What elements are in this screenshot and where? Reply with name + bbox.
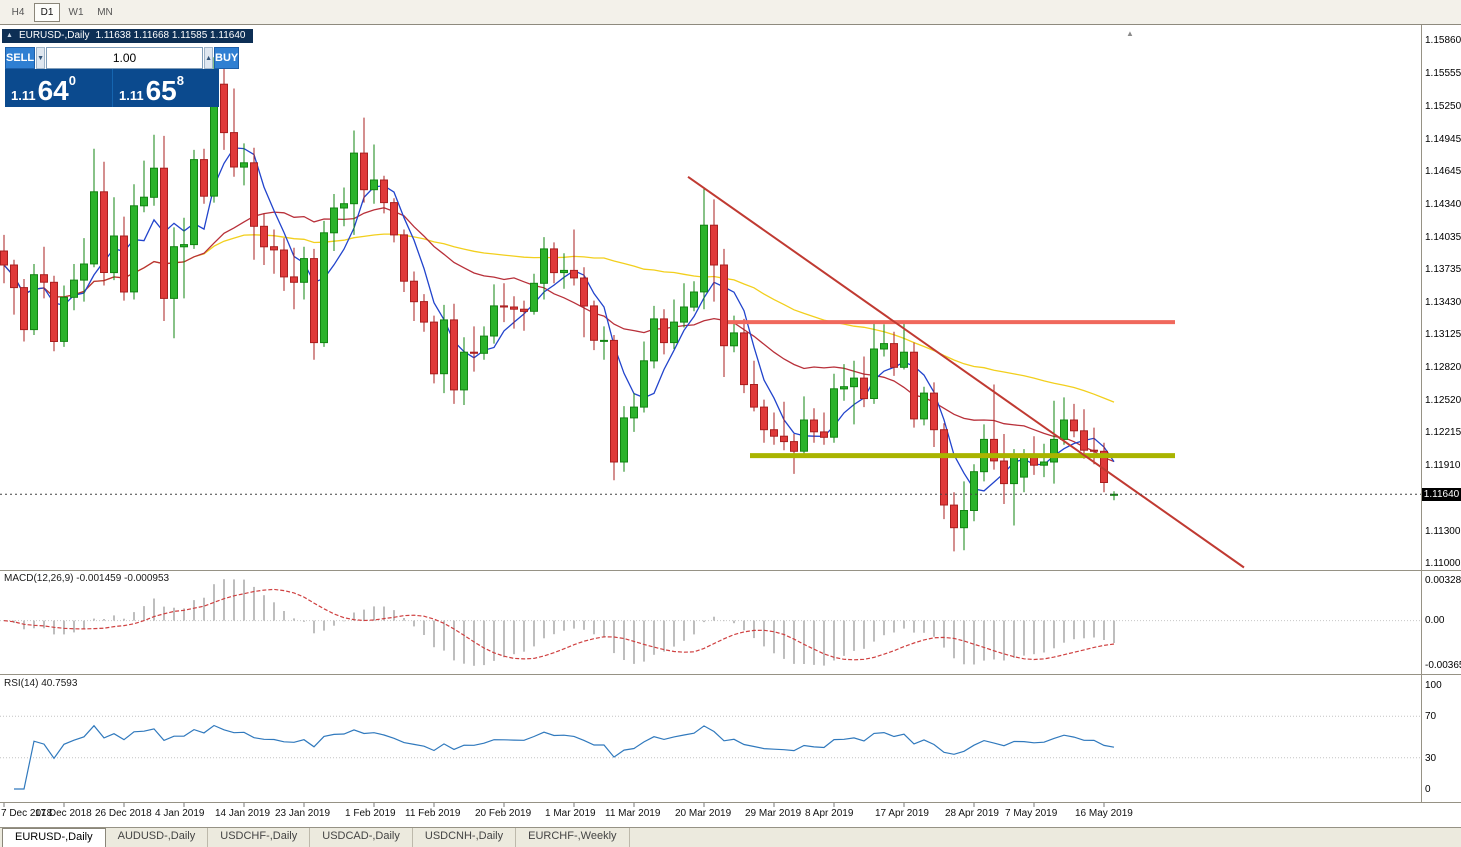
price-scale-label: 1.11910 — [1425, 460, 1461, 472]
time-axis-label: 4 Jan 2019 — [155, 808, 205, 819]
chevron-down-icon: ▼ — [37, 54, 45, 62]
macd-scale-label: -0.003659 — [1425, 660, 1461, 671]
time-axis-label: 7 May 2019 — [1005, 808, 1058, 819]
rsi-scale-label: 100 — [1425, 680, 1442, 691]
timeframe-toolbar: H4 D1 W1 MN — [0, 0, 1461, 25]
price-scale-label: 1.14945 — [1425, 133, 1461, 145]
timeframe-h4-button[interactable]: H4 — [5, 3, 31, 22]
volume-stepper-button[interactable]: ▲ — [204, 47, 213, 69]
time-axis-label: 28 Apr 2019 — [945, 808, 999, 819]
sell-button[interactable]: SELL — [5, 47, 36, 69]
tab-usdchf-daily[interactable]: USDCHF-,Daily — [208, 828, 311, 847]
time-axis-label: 20 Mar 2019 — [675, 808, 732, 819]
down-trendline[interactable] — [687, 175, 1245, 569]
chart-symbol-label: EURUSD-,Daily — [18, 30, 90, 41]
chart-shift-marker-icon[interactable]: ▲ — [1126, 29, 1134, 38]
volume-input[interactable] — [46, 47, 204, 69]
volume-dropdown-button[interactable]: ▼ — [36, 47, 46, 69]
trade-controls-row: SELL ▼ ▲ BUY — [5, 47, 240, 69]
price-scale-label: 1.15860 — [1425, 35, 1461, 47]
price-scale-label: 1.14645 — [1425, 165, 1461, 177]
sell-price-pips: 64 — [37, 74, 69, 106]
price-scale-label: 1.12520 — [1425, 394, 1461, 406]
price-chart-canvas[interactable] — [0, 25, 1421, 570]
time-axis[interactable]: 7 Dec 2018 17 Dec 2018 26 Dec 2018 4 Jan 20… — [0, 803, 1421, 827]
time-axis-label: 1 Feb 2019 — [345, 808, 396, 819]
price-scale-label: 1.13430 — [1425, 296, 1461, 308]
panel-separator — [0, 802, 1461, 803]
buy-price-prefix: 1.11 — [119, 87, 144, 103]
chart-ohlc-values: 1.11638 1.11668 1.11585 1.11640 — [95, 30, 246, 41]
timeframe-w1-button[interactable]: W1 — [63, 3, 89, 22]
tab-audusd-daily[interactable]: AUDUSD-,Daily — [106, 828, 209, 847]
tab-eurchf-weekly[interactable]: EURCHF-,Weekly — [516, 828, 630, 847]
chart-title-bar: ▲ EURUSD-,Daily 1.11638 1.11668 1.11585 … — [2, 29, 254, 43]
time-axis-ticks — [3, 803, 1105, 807]
rsi-indicator-label: RSI(14) 40.7593 — [4, 678, 78, 689]
buy-price-pips: 65 — [145, 74, 177, 106]
macd-histogram — [13, 579, 1115, 666]
tab-usdcad-daily[interactable]: USDCAD-,Daily — [310, 828, 413, 847]
rsi-scale-label: 70 — [1425, 711, 1437, 723]
macd-indicator-label: MACD(12,26,9) -0.001459 -0.000953 — [4, 573, 170, 584]
timeframe-d1-button[interactable]: D1 — [34, 2, 60, 22]
sell-price-prefix: 1.11 — [11, 87, 36, 103]
macd-scale-label: 0.00 — [1425, 614, 1445, 626]
candles-layer — [0, 55, 1118, 552]
price-scale-label: 1.12215 — [1425, 427, 1461, 439]
tab-usdcnh-daily[interactable]: USDCNH-,Daily — [413, 828, 517, 847]
time-axis-label: 11 Mar 2019 — [605, 808, 661, 819]
buy-button[interactable]: BUY — [214, 47, 240, 69]
rsi-line — [14, 724, 1115, 790]
time-axis-label: 8 Apr 2019 — [805, 808, 854, 819]
macd-signal-line — [3, 588, 1115, 661]
sell-price-display[interactable]: 1.11 64 0 — [5, 69, 112, 107]
time-axis-label: 23 Jan 2019 — [275, 808, 331, 819]
panel-separator[interactable] — [0, 674, 1461, 675]
time-axis-label: 17 Apr 2019 — [875, 808, 929, 819]
price-scale-label: 1.13735 — [1425, 263, 1461, 275]
current-price-badge: 1.11640 — [1422, 488, 1461, 502]
time-axis-label: 29 Mar 2019 — [745, 808, 802, 819]
macd-scale-label: 0.003287 — [1425, 575, 1461, 586]
ma-mid-line — [3, 207, 1115, 463]
time-axis-label: 16 May 2019 — [1075, 808, 1133, 819]
time-axis-label: 11 Feb 2019 — [405, 808, 461, 819]
panel-separator[interactable] — [0, 570, 1461, 571]
price-scale[interactable]: 1.15860 1.15555 1.15250 1.14945 1.14645 1.143… — [1422, 25, 1461, 825]
one-click-trading-panel: SELL ▼ ▲ BUY 1.11 64 0 1.11 65 8 — [5, 47, 240, 107]
price-scale-label: 1.14035 — [1425, 231, 1461, 243]
time-axis-label: 1 Mar 2019 — [545, 808, 596, 819]
trade-prices-row: 1.11 64 0 1.11 65 8 — [5, 69, 219, 107]
price-scale-label: 1.12820 — [1425, 362, 1461, 374]
ma-fast-line — [3, 147, 1115, 492]
rsi-scale-label: 30 — [1425, 752, 1437, 764]
chevron-up-icon: ▲ — [205, 54, 212, 62]
time-axis-label: 14 Jan 2019 — [215, 808, 271, 819]
price-scale-label: 1.15250 — [1425, 100, 1461, 112]
tab-eurusd-daily[interactable]: EURUSD-,Daily — [2, 828, 106, 847]
price-scale-label: 1.13125 — [1425, 329, 1461, 341]
time-axis-label: 7 Dec 2018 — [1, 808, 53, 819]
price-axis-border — [1421, 25, 1422, 802]
buy-price-point: 8 — [176, 73, 184, 88]
chart-collapse-icon: ▲ — [6, 32, 13, 39]
chart-tab-bar: EURUSD-,Daily AUDUSD-,Daily USDCHF-,Dail… — [0, 828, 1461, 847]
rsi-scale-label: 0 — [1425, 784, 1431, 795]
time-axis-label: 20 Feb 2019 — [475, 808, 532, 819]
price-scale-label: 1.11000 — [1425, 558, 1461, 570]
timeframe-mn-button[interactable]: MN — [92, 3, 118, 22]
time-axis-label: 26 Dec 2018 — [95, 808, 152, 819]
price-scale-label: 1.11300 — [1425, 525, 1461, 537]
price-scale-label: 1.15555 — [1425, 67, 1461, 79]
rsi-panel-canvas[interactable] — [0, 675, 1421, 802]
sell-price-point: 0 — [68, 73, 76, 88]
time-axis-label: 17 Dec 2018 — [35, 808, 92, 819]
price-scale-label: 1.14340 — [1425, 198, 1461, 210]
statusbar-separator — [0, 827, 1461, 828]
macd-panel-canvas[interactable] — [0, 571, 1421, 674]
buy-price-display[interactable]: 1.11 65 8 — [112, 69, 219, 107]
